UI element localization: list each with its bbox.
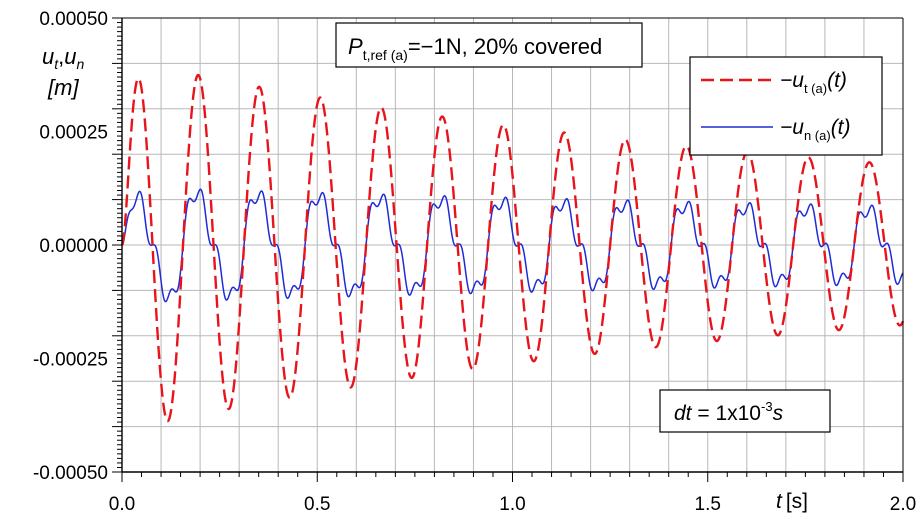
svg-text:t[s]: t [s] — [776, 490, 808, 513]
svg-text:ut,un: ut,un — [42, 44, 85, 72]
y-tick-label: 0.00000 — [39, 236, 108, 257]
svg-text:−un (a)(t): −un (a)(t) — [780, 116, 851, 143]
x-tick-label: 2.0 — [890, 494, 916, 515]
tick-labels: 0.00050 0.00025 0.00000 -0.00025 -0.000500.0… — [33, 9, 916, 515]
svg-text:[m]: [m] — [47, 75, 79, 100]
x-tick-label: 0.5 — [304, 494, 330, 515]
legend-item-ut: −ut (a)(t) — [701, 69, 847, 96]
y-axis-label: ut,un [m] — [42, 44, 85, 100]
series-layer — [121, 73, 905, 423]
axes — [121, 17, 904, 473]
x-axis-label: t [s] — [772, 488, 826, 514]
timestep-annotation: dt = 1x10-3s — [659, 389, 831, 433]
x-tick-label: 0.0 — [109, 494, 135, 515]
y-tick-label: 0.00050 — [39, 9, 108, 30]
legend-item-un: −un (a)(t) — [701, 116, 851, 143]
y-tick-label: -0.00050 — [33, 463, 108, 484]
series-un-line — [121, 188, 904, 303]
load-annotation: Pt,ref (a)=−1N, 20% covered — [335, 22, 643, 68]
series-ut-line — [121, 73, 905, 423]
svg-text:−ut (a)(t): −ut (a)(t) — [780, 69, 847, 96]
x-tick-label: 1.5 — [695, 494, 721, 515]
x-tick-label: 1.0 — [499, 494, 525, 515]
legend: −ut (a)(t) −un (a)(t) — [689, 56, 883, 156]
svg-text:dt = 1x10-3s: dt = 1x10-3s — [674, 399, 784, 425]
minor-ticks — [112, 17, 904, 482]
y-tick-label: 0.00025 — [39, 123, 108, 144]
y-tick-label: -0.00025 — [33, 350, 108, 371]
svg-text:Pt,ref (a)=−1N, 20% covered: Pt,ref (a)=−1N, 20% covered — [348, 34, 602, 63]
